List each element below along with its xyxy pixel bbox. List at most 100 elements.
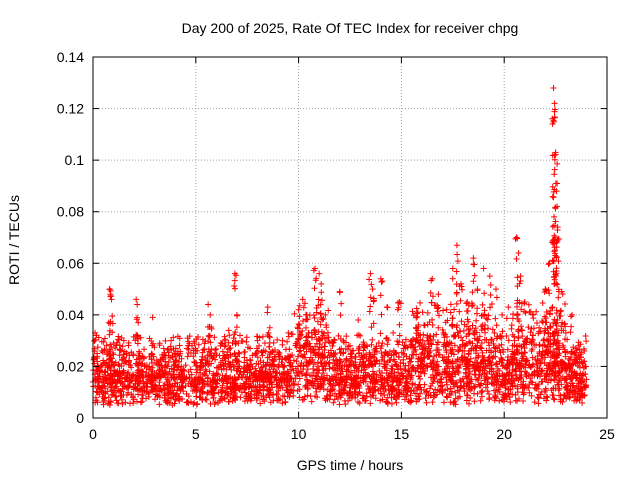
data-point — [547, 377, 554, 384]
data-point — [551, 166, 558, 173]
data-point — [367, 303, 374, 310]
data-point — [427, 333, 434, 340]
data-point — [579, 390, 586, 397]
data-point — [286, 354, 293, 361]
data-point — [476, 333, 483, 340]
data-point — [337, 312, 344, 319]
data-point — [393, 390, 400, 397]
data-point — [317, 321, 324, 328]
data-point — [316, 340, 323, 347]
data-point — [453, 324, 460, 331]
data-point — [429, 357, 436, 364]
data-point — [388, 400, 395, 407]
data-point — [362, 397, 369, 404]
data-point — [466, 338, 473, 345]
data-point — [156, 361, 163, 368]
data-point — [257, 400, 264, 407]
data-point — [135, 354, 142, 361]
data-point — [543, 373, 550, 380]
data-point — [578, 381, 585, 388]
data-point — [330, 377, 337, 384]
data-point — [266, 333, 273, 340]
data-point — [342, 382, 349, 389]
data-point — [244, 373, 251, 380]
data-point — [550, 188, 557, 195]
data-point — [372, 388, 379, 394]
data-point — [165, 349, 172, 356]
data-point — [407, 399, 414, 406]
data-point — [579, 399, 586, 406]
data-point — [508, 372, 515, 379]
data-point — [468, 385, 475, 392]
data-point — [285, 333, 292, 340]
data-point — [528, 392, 535, 399]
data-point — [210, 377, 217, 384]
data-point — [449, 275, 456, 282]
data-point — [112, 345, 119, 352]
data-point — [555, 372, 562, 379]
data-point — [115, 336, 122, 343]
data-point — [463, 397, 470, 404]
data-point — [176, 342, 183, 349]
data-point — [549, 193, 556, 200]
data-point — [99, 369, 106, 376]
data-point — [552, 149, 559, 156]
data-point — [382, 349, 389, 356]
data-point — [109, 329, 116, 336]
data-point — [275, 363, 282, 370]
data-point — [148, 350, 155, 357]
data-point — [145, 376, 152, 383]
data-point — [361, 374, 368, 381]
data-point — [359, 354, 366, 361]
data-point — [274, 336, 281, 343]
data-point — [379, 340, 386, 347]
data-point — [471, 359, 478, 366]
data-point — [263, 371, 270, 378]
data-point — [341, 387, 348, 394]
data-point — [432, 368, 439, 375]
data-point — [435, 291, 442, 298]
data-point — [378, 343, 385, 350]
data-point — [234, 353, 241, 360]
data-point — [479, 301, 486, 308]
data-point — [235, 374, 242, 381]
data-point — [459, 354, 466, 361]
data-point — [555, 329, 562, 336]
data-point — [261, 340, 268, 347]
data-point — [265, 329, 272, 336]
data-point — [318, 280, 325, 287]
data-point — [212, 399, 219, 406]
data-point — [199, 336, 206, 343]
data-point — [372, 395, 379, 402]
data-point — [192, 376, 199, 383]
data-point — [558, 381, 565, 388]
data-point — [250, 378, 257, 385]
data-point — [354, 384, 361, 391]
data-point — [459, 337, 466, 344]
data-point — [108, 296, 115, 303]
data-point — [489, 374, 496, 381]
data-point — [124, 370, 131, 377]
data-point — [204, 358, 211, 365]
data-point — [405, 367, 412, 374]
data-point — [201, 383, 208, 390]
data-point — [487, 282, 494, 289]
data-point — [422, 395, 429, 402]
data-point — [367, 360, 374, 367]
data-point — [492, 286, 499, 293]
data-point — [434, 308, 441, 315]
data-point — [539, 299, 546, 306]
data-point — [495, 386, 502, 393]
data-point — [186, 375, 193, 382]
data-point — [436, 371, 443, 378]
data-point — [207, 311, 214, 318]
data-point — [470, 255, 477, 262]
data-point — [418, 342, 425, 349]
data-point — [543, 309, 550, 316]
data-point — [455, 356, 462, 363]
data-point — [348, 381, 355, 388]
data-point — [179, 370, 186, 377]
data-point — [134, 332, 141, 339]
data-point — [266, 361, 273, 368]
